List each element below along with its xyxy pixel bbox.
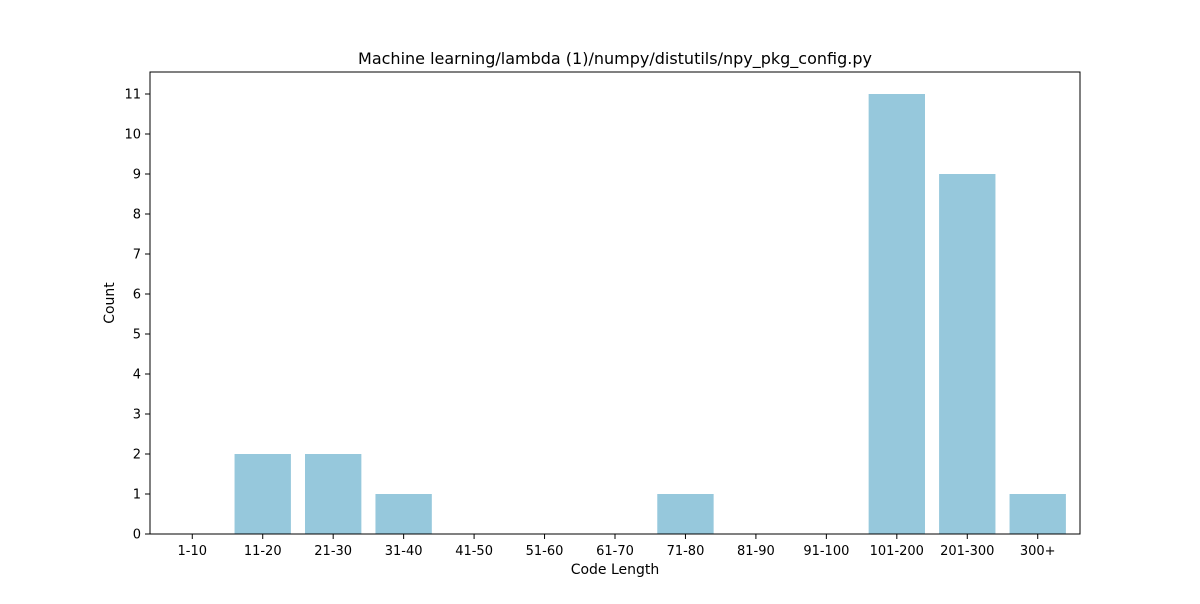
x-tick-label: 71-80	[667, 544, 705, 559]
x-axis: 1-10 11-20 21-30 31-40 41-50 51-60 61-70 71-80 8…	[178, 534, 1056, 559]
y-tick-label: 5	[133, 328, 141, 343]
y-tick-label: 8	[133, 208, 141, 223]
x-tick-label: 300+	[1020, 544, 1056, 559]
x-tick-label: 91-100	[803, 544, 849, 559]
y-tick-label: 4	[133, 368, 141, 383]
y-tick-label: 3	[133, 408, 141, 423]
chart-title: Machine learning/lambda (1)/numpy/distut…	[358, 49, 872, 69]
y-tick-label: 2	[133, 448, 141, 463]
x-tick-label: 11-20	[244, 544, 282, 559]
x-tick-label: 61-70	[596, 544, 634, 559]
x-tick-label: 41-50	[455, 544, 493, 559]
y-tick-label: 7	[133, 248, 141, 263]
y-tick-label: 9	[133, 168, 141, 183]
bar-300+	[1009, 494, 1066, 534]
bar-21-30	[305, 454, 362, 534]
x-tick-label: 201-300	[940, 544, 994, 559]
y-tick-label: 6	[133, 288, 141, 303]
bar-31-40	[375, 494, 432, 534]
x-tick-label: 1-10	[178, 544, 208, 559]
y-axis: 0 1 2 3 4 5 6 7 8 9 10 11	[124, 88, 150, 543]
y-tick-label: 11	[124, 88, 141, 103]
x-tick-label: 31-40	[385, 544, 423, 559]
y-tick-label: 10	[124, 128, 141, 143]
bar-201-300	[939, 174, 996, 534]
y-axis-label: Count	[102, 282, 118, 324]
bar-71-80	[657, 494, 714, 534]
bar-11-20	[234, 454, 291, 534]
y-tick-label: 0	[133, 528, 141, 543]
x-tick-label: 51-60	[526, 544, 564, 559]
x-axis-label: Code Length	[571, 562, 660, 578]
x-tick-label: 81-90	[737, 544, 775, 559]
bars-layer	[234, 94, 1066, 534]
bar-101-200	[868, 94, 925, 534]
y-tick-label: 1	[133, 488, 141, 503]
x-tick-label: 21-30	[314, 544, 352, 559]
x-tick-label: 101-200	[870, 544, 924, 559]
